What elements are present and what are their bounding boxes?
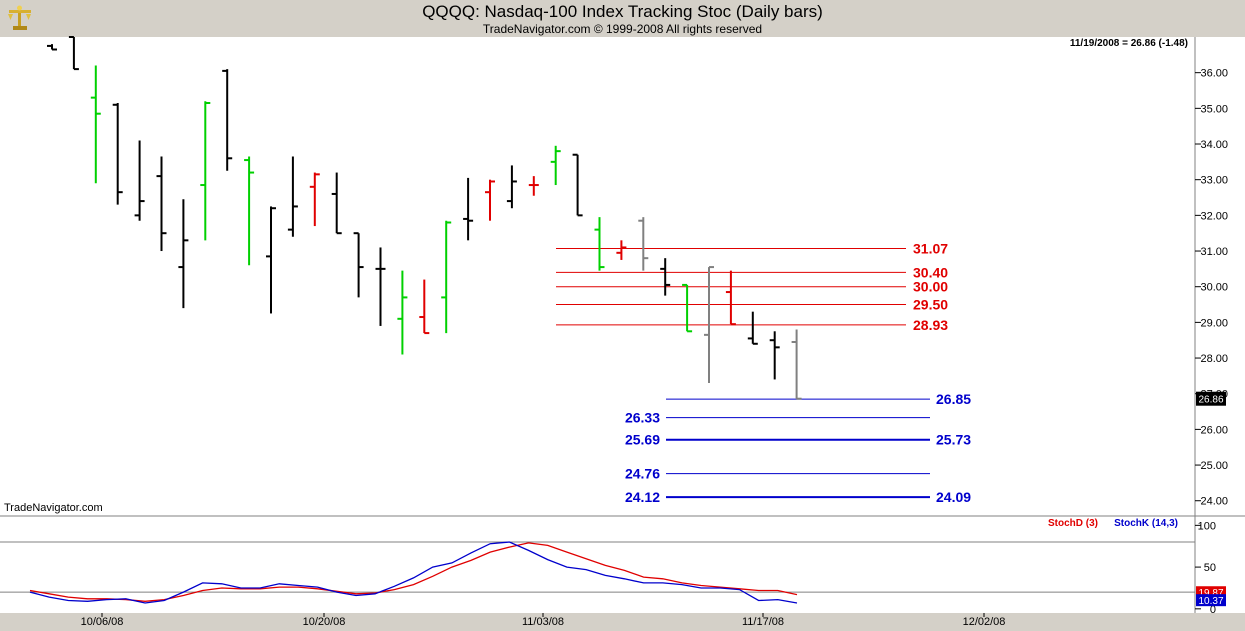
price-bar[interactable] — [485, 179, 495, 221]
price-bar[interactable] — [594, 217, 605, 271]
price-bar[interactable] — [266, 206, 276, 314]
last-price-tag-label: 26.86 — [1198, 395, 1223, 406]
date-tick-label: 10/20/08 — [303, 616, 346, 628]
price-bar[interactable] — [47, 44, 57, 51]
watermark-text: TradeNavigator.com — [4, 502, 103, 514]
date-axis-area — [0, 613, 1245, 631]
support-label-right: 26.85 — [936, 391, 971, 407]
copyright-text: TradeNavigator.com © 1999-2008 All right… — [482, 22, 763, 36]
price-tick-label: 29.00 — [1200, 317, 1228, 329]
resistance-label: 29.50 — [913, 297, 948, 313]
gold-scales-icon — [8, 5, 31, 30]
price-bar[interactable] — [200, 101, 211, 241]
price-tick-label: 26.00 — [1200, 424, 1228, 436]
price-bar[interactable] — [791, 329, 802, 400]
price-bar[interactable] — [287, 156, 298, 237]
price-bar[interactable] — [441, 220, 452, 334]
stoch-value-tag — [1196, 594, 1226, 607]
resistance-label: 30.00 — [913, 279, 948, 295]
price-bar[interactable] — [725, 270, 736, 326]
support-label-right: 25.73 — [936, 432, 971, 448]
price-bar[interactable] — [769, 331, 780, 380]
price-bar[interactable] — [134, 140, 145, 221]
price-axis-area — [1195, 37, 1245, 515]
price-bar[interactable] — [90, 65, 101, 184]
price-tick-label: 24.00 — [1200, 496, 1228, 508]
last-price-tag — [1196, 391, 1226, 406]
price-bar[interactable] — [309, 172, 320, 227]
support-label-left: 24.76 — [625, 466, 660, 482]
price-tick-label: 32.00 — [1200, 210, 1228, 222]
stoch-k-legend: StochK (14,3) — [1114, 518, 1178, 529]
date-tick-label: 11/17/08 — [742, 616, 784, 628]
resistance-label: 31.07 — [913, 241, 948, 257]
resistance-label: 30.40 — [913, 264, 948, 280]
date-tick-label: 10/06/08 — [81, 616, 124, 628]
resistance-label: 28.93 — [913, 317, 948, 333]
status-readout: 11/19/2008 = 26.86 (-1.48) — [1070, 38, 1188, 49]
price-bar[interactable] — [638, 217, 649, 271]
price-tick-label: 31.00 — [1200, 246, 1228, 258]
price-bar[interactable] — [375, 247, 386, 326]
support-label-left: 25.69 — [625, 432, 660, 448]
date-tick-label: 12/02/08 — [963, 616, 1006, 628]
price-bar[interactable] — [244, 156, 255, 266]
price-bar[interactable] — [222, 69, 233, 171]
page-title: QQQQ: Nasdaq-100 Index Tracking Stoc (Da… — [422, 2, 823, 21]
price-tick-label: 30.00 — [1200, 282, 1228, 294]
price-bar[interactable] — [747, 311, 758, 345]
price-bar[interactable] — [572, 153, 583, 217]
price-bar[interactable] — [506, 165, 517, 209]
price-bar[interactable] — [156, 156, 167, 252]
price-bar[interactable] — [616, 240, 627, 260]
title-bar: QQQQ: Nasdaq-100 Index Tracking Stoc (Da… — [0, 0, 1245, 37]
price-bar[interactable] — [397, 270, 408, 355]
price-bar[interactable] — [112, 102, 123, 205]
support-label-left: 26.33 — [625, 410, 660, 426]
price-plot-area[interactable] — [0, 37, 1195, 515]
panel-separator[interactable] — [0, 515, 1245, 517]
price-bar[interactable] — [704, 266, 714, 384]
price-tick-label: 28.00 — [1200, 353, 1228, 365]
price-tick-label: 35.00 — [1200, 103, 1228, 115]
price-tick-label: 25.00 — [1200, 460, 1228, 472]
price-tick-label: 34.00 — [1200, 139, 1228, 151]
stoch-d-legend: StochD (3) — [1048, 518, 1098, 529]
stoch-d-line[interactable] — [29, 542, 798, 602]
stoch-tick-label: 0 — [1210, 604, 1216, 616]
support-label-right: 24.09 — [936, 489, 971, 505]
price-bar[interactable] — [682, 283, 693, 333]
stoch-k-line[interactable] — [29, 541, 798, 604]
stoch-value-tag-label: 19.87 — [1198, 588, 1223, 599]
date-tick-label: 11/03/08 — [522, 616, 564, 628]
price-bar[interactable] — [550, 145, 561, 186]
price-bar[interactable] — [528, 176, 539, 196]
price-bar[interactable] — [463, 177, 474, 241]
price-bar[interactable] — [660, 258, 671, 296]
stoch-plot-area[interactable] — [0, 517, 1195, 613]
stoch-tick-label: 50 — [1204, 562, 1216, 574]
price-bar[interactable] — [68, 36, 79, 71]
price-bar[interactable] — [331, 172, 342, 235]
price-bar[interactable] — [419, 279, 430, 335]
support-label-left: 24.12 — [625, 489, 660, 505]
price-bar[interactable] — [178, 199, 189, 309]
price-tick-label: 33.00 — [1200, 175, 1228, 187]
stoch-value-tag-label: 10.37 — [1198, 596, 1223, 607]
price-tick-label: 36.00 — [1200, 68, 1228, 80]
stoch-tick-label: 100 — [1198, 520, 1216, 532]
price-bar[interactable] — [353, 232, 364, 298]
